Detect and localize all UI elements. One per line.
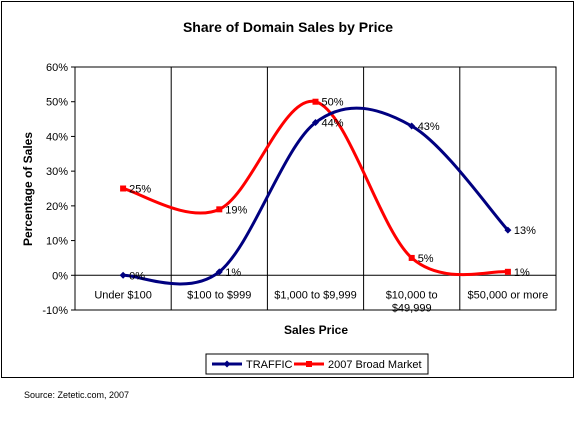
data-label: 19% [225,204,247,216]
data-point-traffic [504,226,512,234]
plot-area: -10% 0% 10% 20% 30% 40% 50% 60% Under $100 $100 t… [42,62,557,317]
y-axis-title: Percentage of Sales [21,132,35,246]
x-axis-title: Sales Price [284,323,348,337]
data-label: 25% [129,184,151,196]
y-tick-label: 20% [46,201,68,213]
data-point-traffic [312,119,319,127]
data-point-broad-market [216,206,223,213]
legend-marker [306,361,312,367]
data-label: 5% [418,253,434,265]
data-point-broad-market [312,98,319,105]
y-tick-label: 50% [46,97,68,109]
data-point-traffic [408,122,416,130]
x-tick-label: $50,000 or more [468,289,549,301]
data-point-broad-market [504,268,511,275]
legend-label: 2007 Broad Market [328,359,422,371]
x-tick-label: $49,999 [392,302,432,314]
legend: TRAFFIC 2007 Broad Market [205,353,429,375]
x-tick-label: Under $100 [94,289,152,301]
legend-label: TRAFFIC [246,359,292,371]
source-note: Source: Zetetic.com, 2007 [24,390,130,400]
data-point-traffic [215,268,223,276]
y-tick-label: 10% [46,236,68,248]
data-label: 44% [322,118,344,130]
data-label: 1% [514,267,530,279]
data-point-traffic [119,271,127,279]
y-tick-label: -10% [42,305,68,317]
chart-title: Share of Domain Sales by Price [183,19,393,35]
data-label: 0% [129,270,145,282]
legend-marker [223,360,231,368]
data-label: 13% [514,225,536,237]
data-label: 43% [418,121,440,133]
y-tick-label: 60% [46,62,68,74]
y-tick-label: 0% [52,270,68,282]
x-tick-label: $1,000 to $9,999 [274,289,357,301]
data-point-broad-market [408,254,415,261]
data-label: 1% [225,267,241,279]
y-tick-label: 30% [46,166,68,178]
x-tick-label: $100 to $999 [187,289,251,301]
data-label: 50% [322,97,344,109]
y-tick-label: 40% [46,131,68,143]
data-point-broad-market [120,185,127,192]
x-tick-label: $10,000 to [386,289,438,301]
